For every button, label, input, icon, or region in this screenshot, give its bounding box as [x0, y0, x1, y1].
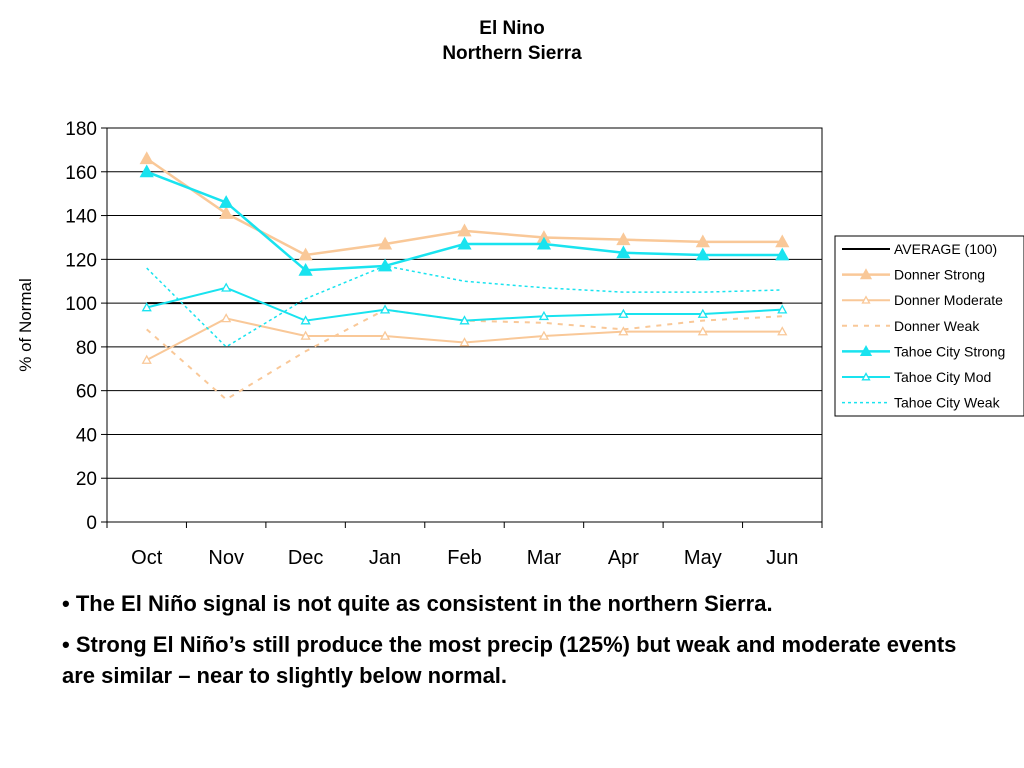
bullet-point-1: • The El Niño signal is not quite as con… — [62, 591, 773, 616]
data-point-tahoe-city-strong — [775, 247, 790, 261]
y-tick-label: 0 — [86, 513, 97, 534]
data-point-donner-strong — [139, 151, 154, 165]
data-point-donner-moderate — [379, 330, 391, 340]
y-axis-label: % of Normal — [16, 278, 35, 372]
data-point-tahoe-city-strong — [457, 236, 472, 250]
data-point-tahoe-city-mod — [777, 304, 788, 314]
x-tick-label: Dec — [288, 547, 324, 569]
data-point-donner-strong — [695, 234, 710, 248]
legend-marker-donner-strong — [859, 268, 873, 280]
y-tick-label: 160 — [65, 163, 97, 184]
x-tick-label: Jun — [766, 547, 798, 569]
data-point-donner-moderate — [777, 326, 788, 336]
data-point-tahoe-city-strong — [219, 195, 234, 208]
series-group — [139, 151, 790, 401]
legend-label-tahoe-city-weak: Tahoe City Weak — [894, 395, 1001, 411]
line-chart: 0 20 40 60 80 100 120 140 160 180 Oct Nov Dec Jan Feb M… — [16, 119, 1024, 569]
legend-marker-tahoe-city-mod — [861, 372, 871, 381]
x-tick-label: Mar — [527, 547, 562, 569]
legend-marker-donner-moderate — [861, 295, 871, 304]
series-donner-weak — [146, 308, 783, 401]
plot-frame — [106, 127, 823, 523]
legend-label-average-100: AVERAGE (100) — [894, 241, 997, 257]
data-point-tahoe-city-mod — [300, 315, 311, 325]
data-point-donner-strong — [298, 247, 313, 261]
bullet-list: • The El Niño signal is not quite as con… — [62, 588, 962, 701]
data-point-donner-strong — [219, 206, 234, 219]
data-point-donner-moderate — [459, 337, 470, 347]
legend-marker-tahoe-city-strong — [859, 345, 873, 357]
series-donner-strong — [139, 151, 790, 261]
y-tick-label: 140 — [65, 207, 97, 228]
chart-title-block: El Nino Northern Sierra — [0, 16, 1024, 66]
chart-title: El Nino — [479, 18, 545, 39]
data-point-donner-strong — [775, 234, 790, 248]
x-tick-label: Jan — [369, 547, 401, 569]
y-tick-label: 20 — [76, 469, 97, 490]
data-point-tahoe-city-mod — [221, 282, 232, 292]
x-tick-label: May — [684, 547, 722, 569]
x-tick-label: Oct — [131, 547, 163, 569]
legend-label-donner-moderate: Donner Moderate — [894, 292, 1003, 308]
axes: 0 20 40 60 80 100 120 140 160 180 Oct Nov Dec Jan Feb M… — [65, 119, 823, 569]
legend-label-tahoe-city-mod: Tahoe City Mod — [894, 369, 991, 385]
data-point-donner-strong — [616, 232, 631, 246]
y-tick-label: 40 — [76, 425, 97, 446]
data-point-donner-moderate — [697, 326, 708, 336]
data-point-tahoe-city-mod — [538, 310, 550, 321]
data-point-tahoe-city-strong — [616, 245, 631, 259]
data-point-donner-moderate — [141, 354, 152, 364]
data-point-tahoe-city-strong — [536, 236, 552, 250]
data-point-donner-moderate — [618, 326, 629, 336]
chart-subtitle: Northern Sierra — [442, 43, 582, 64]
data-point-donner-moderate — [538, 330, 550, 340]
y-tick-label: 180 — [65, 119, 97, 140]
data-point-tahoe-city-mod — [379, 304, 391, 314]
series-tahoe-city-strong — [139, 164, 790, 276]
y-tick-label: 80 — [76, 338, 97, 359]
data-point-tahoe-city-strong — [298, 262, 313, 276]
data-point-donner-moderate — [300, 330, 311, 340]
data-point-tahoe-city-mod — [618, 308, 629, 318]
y-tick-label: 60 — [76, 382, 97, 403]
data-point-tahoe-city-strong — [139, 164, 154, 178]
series-line-donner-weak — [146, 308, 783, 401]
data-point-tahoe-city-mod — [697, 308, 708, 318]
x-tick-label: Feb — [447, 547, 481, 569]
x-tick-label: Nov — [208, 547, 244, 569]
y-tick-label: 120 — [65, 250, 97, 271]
bullet-point-2: • Strong El Niño’s still produce the mos… — [62, 632, 957, 688]
legend: AVERAGE (100) Donner Strong Donner Moderat… — [834, 235, 1024, 417]
x-tick-label: Apr — [608, 547, 639, 569]
legend-label-donner-strong: Donner Strong — [894, 267, 985, 283]
data-point-donner-moderate — [221, 313, 232, 323]
data-point-donner-strong — [377, 236, 393, 250]
series-donner-moderate — [141, 313, 788, 364]
series-tahoe-city-mod — [141, 282, 788, 325]
legend-label-tahoe-city-strong: Tahoe City Strong — [894, 343, 1005, 359]
series-line-tahoe-city-weak — [146, 265, 783, 348]
data-point-tahoe-city-mod — [459, 315, 470, 325]
data-point-donner-strong — [457, 223, 472, 237]
data-point-tahoe-city-strong — [695, 247, 710, 261]
data-point-tahoe-city-mod — [141, 302, 152, 312]
y-tick-label: 100 — [65, 294, 97, 315]
legend-label-donner-weak: Donner Weak — [894, 318, 980, 334]
series-tahoe-city-weak — [146, 265, 783, 348]
